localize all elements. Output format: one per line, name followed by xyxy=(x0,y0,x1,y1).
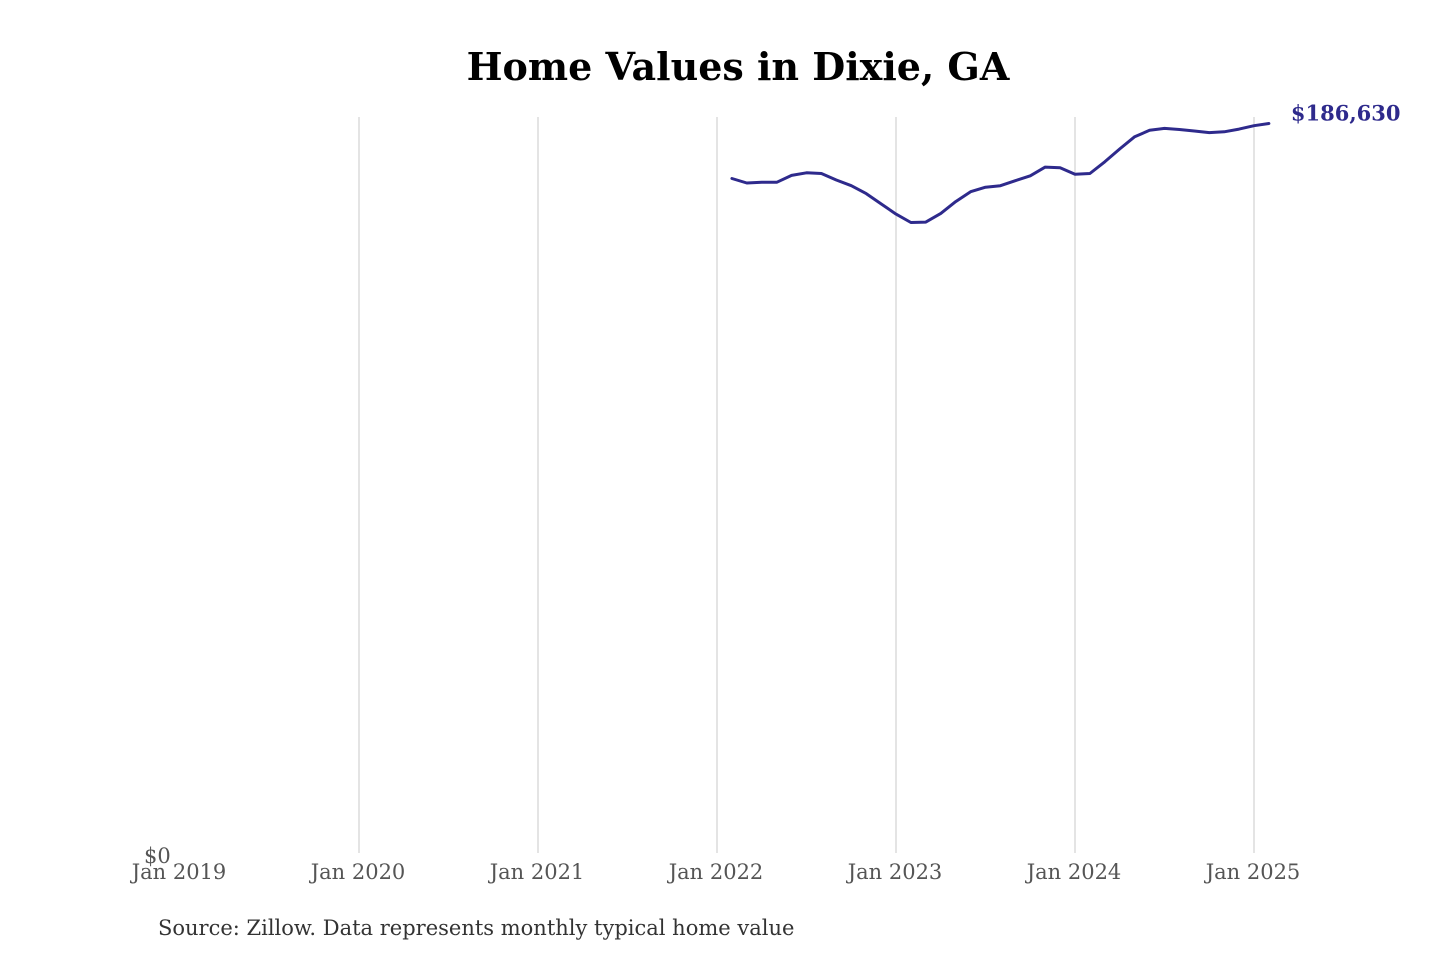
source-note: Source: Zillow. Data represents monthly … xyxy=(158,916,795,940)
x-axis-ticks: Jan 2019 Jan 2020 Jan 2021 Jan 2022 Jan 2023… xyxy=(130,860,1301,884)
y-axis-ticks: $0 xyxy=(144,844,171,868)
x-tick-label: Jan 2023 xyxy=(846,860,943,884)
x-tick-label: Jan 2025 xyxy=(1204,860,1301,884)
x-tick-label: Jan 2024 xyxy=(1025,860,1122,884)
y-tick-label: $0 xyxy=(144,844,171,868)
chart-title: Home Values in Dixie, GA xyxy=(466,44,1010,89)
x-tick-label: Jan 2019 xyxy=(130,860,227,884)
end-value-label: $186,630 xyxy=(1291,100,1401,125)
gridlines xyxy=(358,117,1255,853)
x-tick-label: Jan 2021 xyxy=(488,860,585,884)
x-tick-label: Jan 2022 xyxy=(667,860,764,884)
series-line xyxy=(730,122,1271,224)
x-tick-label: Jan 2020 xyxy=(309,860,406,884)
